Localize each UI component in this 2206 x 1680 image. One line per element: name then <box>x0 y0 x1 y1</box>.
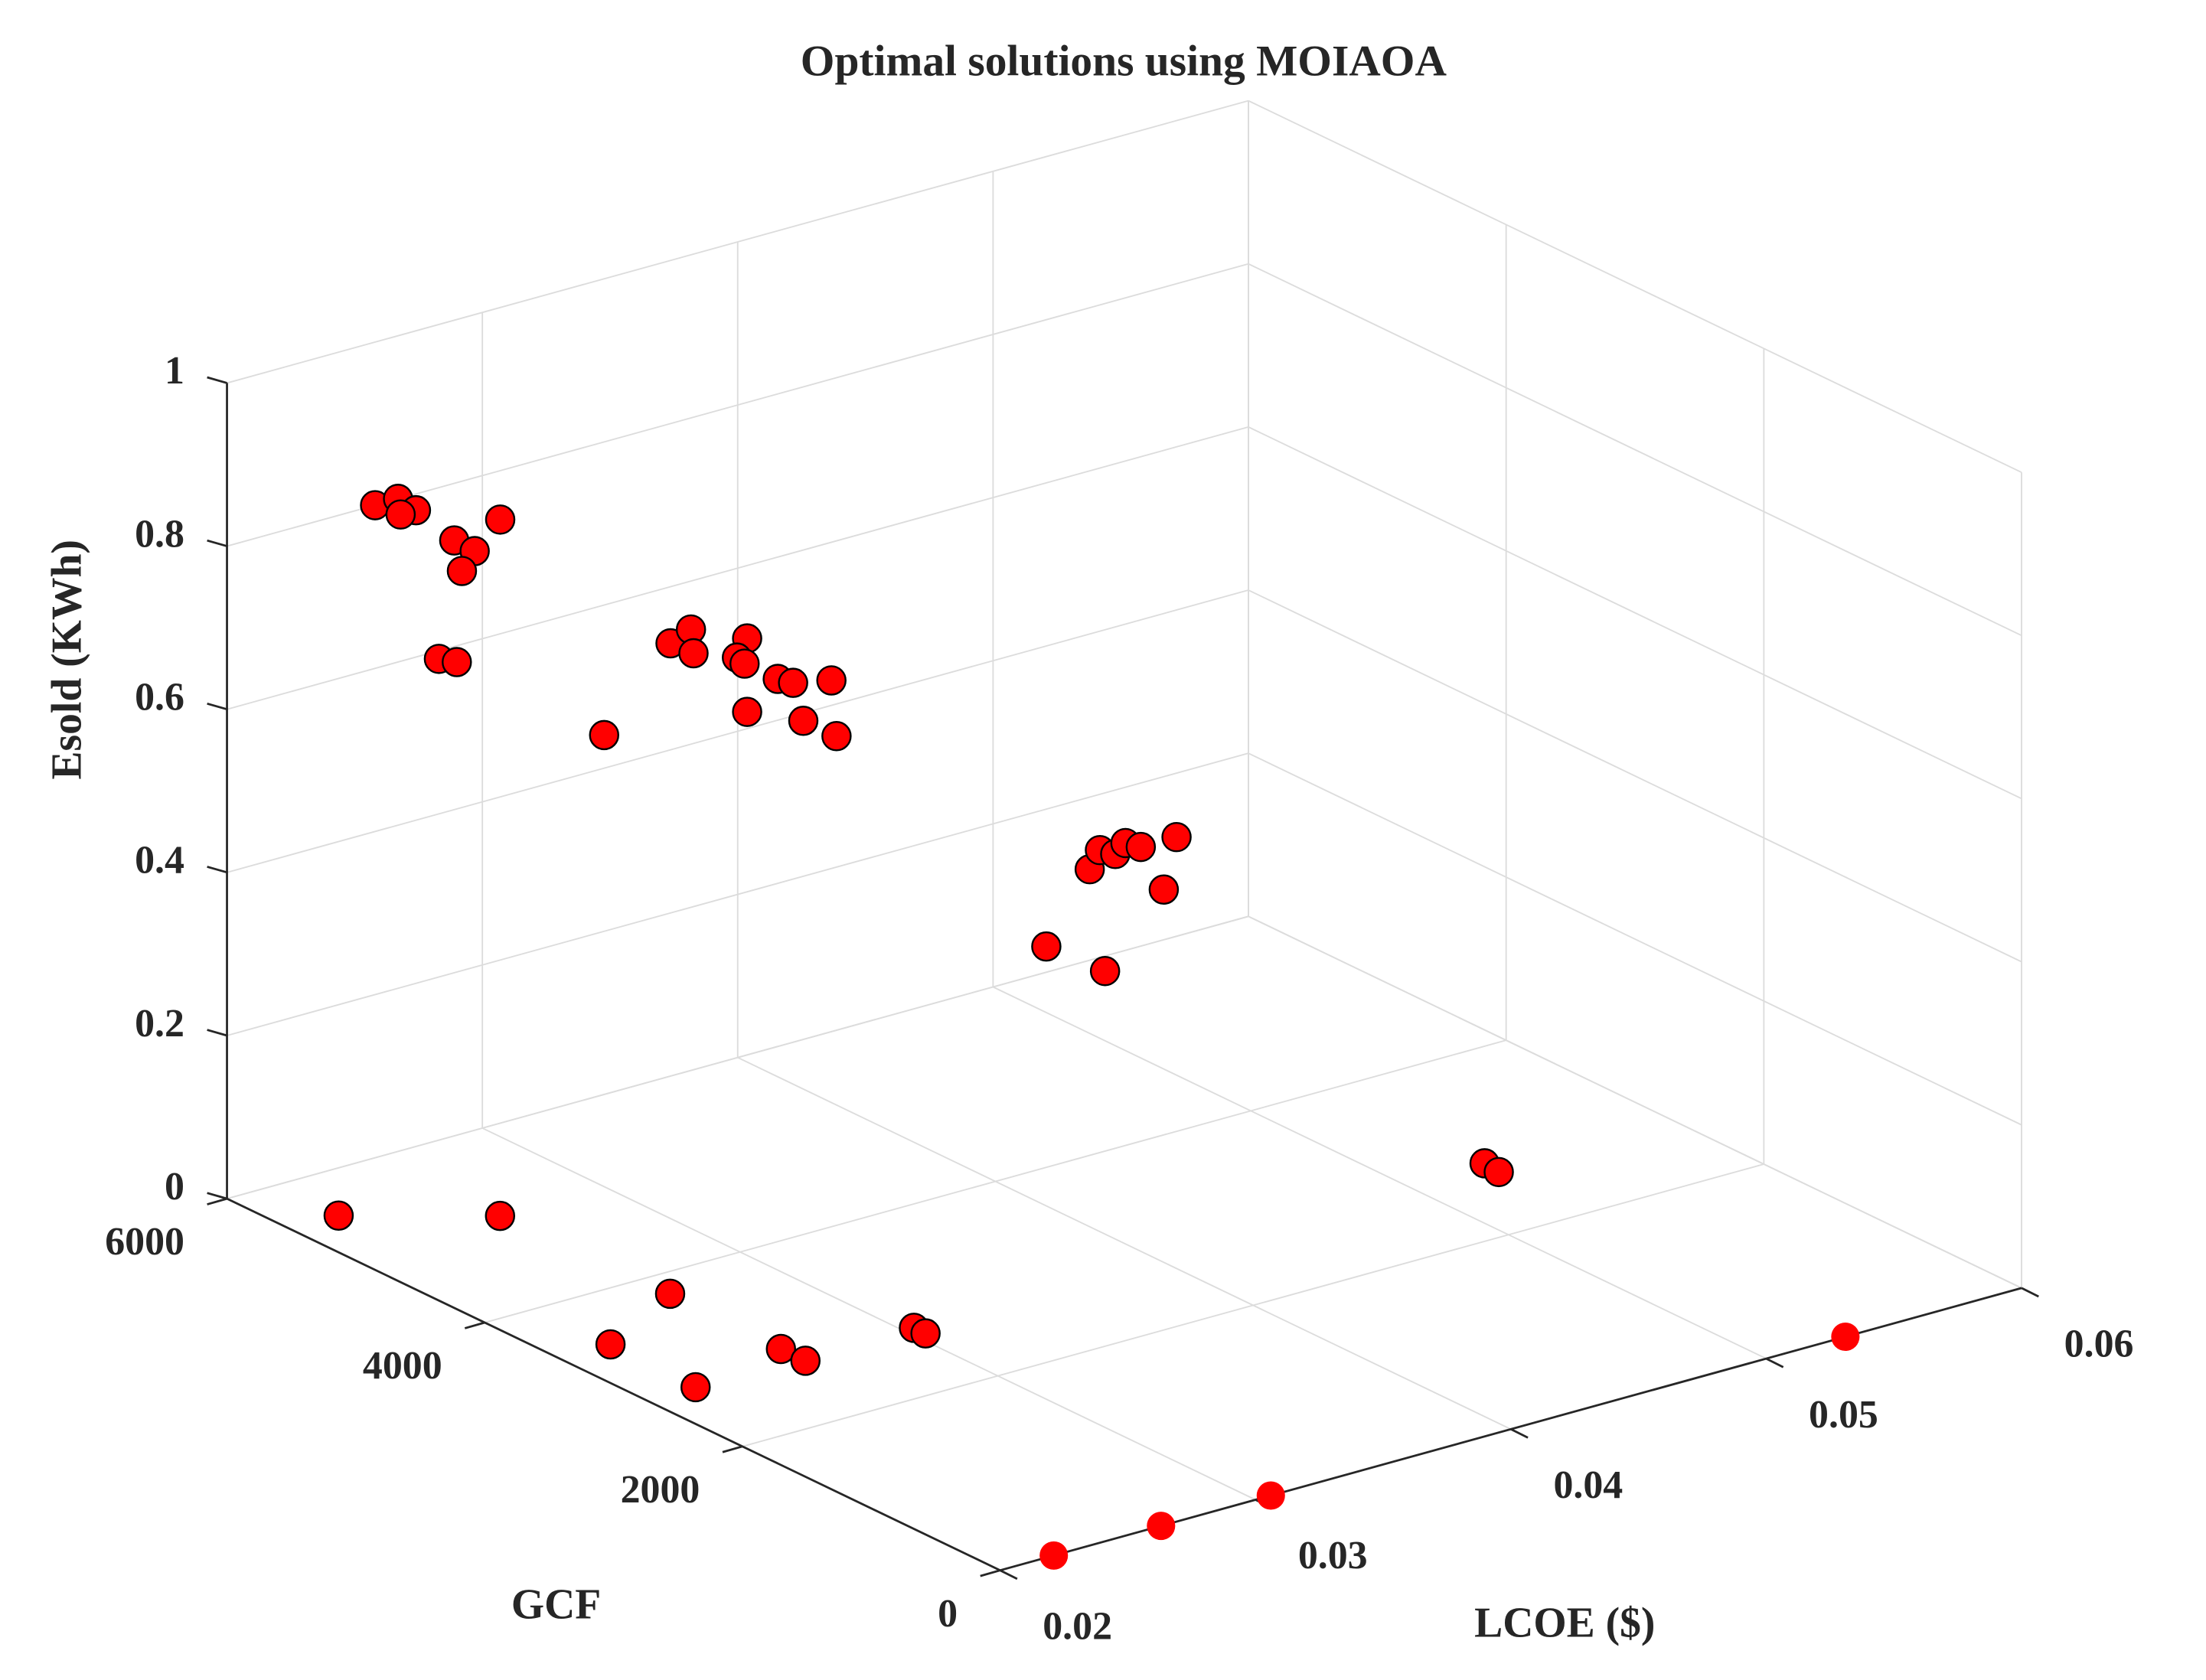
chart-title: Optimal solutions using MOIAOA <box>801 37 1447 85</box>
point <box>1089 955 1121 987</box>
z-tick-label: 0 <box>165 1165 184 1209</box>
point <box>1831 1322 1860 1352</box>
point <box>765 1333 797 1365</box>
point <box>385 499 416 530</box>
grid-line <box>1248 426 2022 800</box>
point <box>790 1346 821 1376</box>
y-tick-label: 4000 <box>363 1344 442 1388</box>
grid-line <box>742 1163 1764 1447</box>
y-tick-label: 0 <box>938 1592 958 1636</box>
x-tick-label: 0.02 <box>1043 1604 1112 1648</box>
grid-line <box>1248 263 2022 637</box>
grid-line <box>1248 915 2022 1289</box>
grid-line <box>737 1056 1512 1430</box>
x-tick-label: 0.06 <box>2064 1323 2134 1366</box>
point <box>654 1278 686 1310</box>
point <box>1161 821 1192 853</box>
point <box>732 696 762 727</box>
point <box>678 638 709 669</box>
point <box>446 556 478 586</box>
grid-line <box>227 752 1249 1036</box>
point <box>1031 931 1062 962</box>
y-tick <box>207 1197 227 1205</box>
z-tick-label: 0.2 <box>135 1002 184 1046</box>
z-tick-label: 0.8 <box>135 512 184 556</box>
z-tick <box>207 1192 227 1200</box>
grid-line <box>1248 99 2022 474</box>
point <box>485 1200 516 1231</box>
point <box>323 1200 354 1231</box>
grid-line <box>227 915 1249 1200</box>
z-axis-title: Esold (KWh) <box>43 540 90 780</box>
z-tick-label: 1 <box>165 349 184 393</box>
grid-line <box>227 99 1249 384</box>
grid-line <box>481 1127 1256 1501</box>
y-axis <box>226 1197 1001 1571</box>
point <box>1125 831 1157 863</box>
point <box>1256 1481 1285 1510</box>
grid-line <box>484 1039 1506 1323</box>
z-tick-label: 0.4 <box>135 839 184 882</box>
y-tick <box>464 1321 485 1329</box>
z-tick <box>207 866 227 874</box>
y-tick-label: 2000 <box>621 1468 700 1512</box>
point <box>1039 1541 1069 1570</box>
z-tick-label: 0.6 <box>135 675 184 719</box>
y-axis-title: GCF <box>511 1581 601 1629</box>
point <box>778 667 808 698</box>
grid-line <box>227 589 1249 873</box>
point <box>442 647 472 677</box>
x-axis-title: LCOE ($) <box>1474 1600 1655 1647</box>
point <box>589 719 619 751</box>
point <box>729 648 760 679</box>
point <box>788 706 819 736</box>
z-tick <box>207 702 227 711</box>
x-tick-label: 0.04 <box>1553 1463 1623 1507</box>
point <box>485 504 516 535</box>
point <box>910 1318 941 1349</box>
point <box>821 721 852 752</box>
y-tick-label: 6000 <box>105 1220 184 1264</box>
point <box>1148 874 1180 905</box>
y-tick <box>980 1569 1001 1577</box>
z-tick <box>207 539 227 547</box>
grid-line <box>992 986 1767 1359</box>
z-tick <box>207 1029 227 1037</box>
grid-line <box>227 426 1249 710</box>
x-tick <box>2021 1287 2039 1298</box>
x-tick-label: 0.05 <box>1809 1393 1878 1437</box>
x-tick <box>1000 1569 1018 1581</box>
x-tick <box>1510 1428 1529 1439</box>
grid-line <box>1248 589 2022 963</box>
point <box>595 1329 626 1360</box>
point <box>1483 1156 1514 1188</box>
grid-line <box>1248 752 2022 1126</box>
z-tick <box>207 376 227 384</box>
point <box>1147 1512 1176 1541</box>
y-tick <box>722 1445 743 1453</box>
x-tick-label: 0.03 <box>1298 1534 1368 1577</box>
point <box>680 1372 711 1403</box>
x-tick <box>1765 1357 1784 1368</box>
point <box>816 665 847 696</box>
